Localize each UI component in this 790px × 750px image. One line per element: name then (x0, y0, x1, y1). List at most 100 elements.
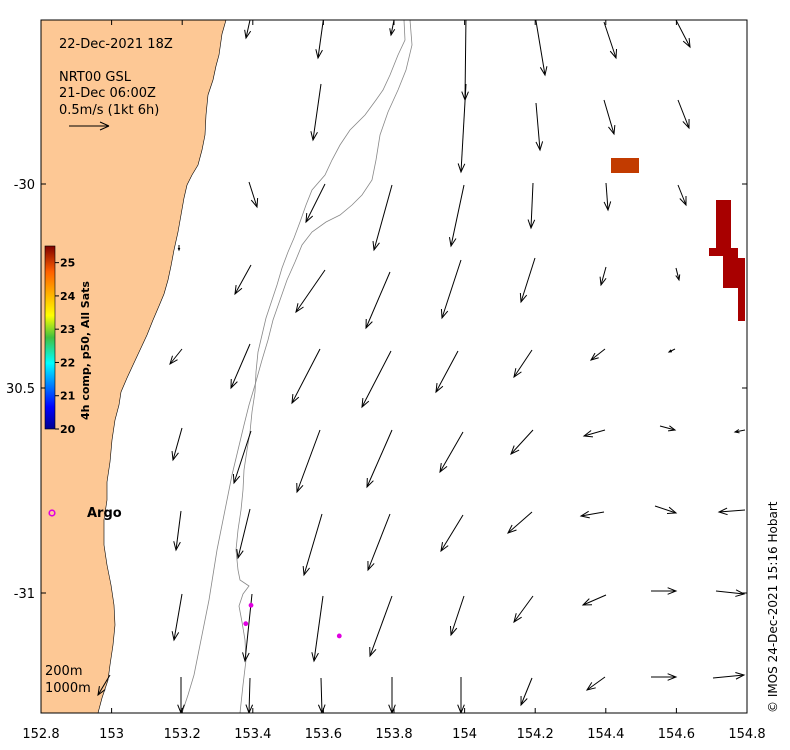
credit-text: © IMOS 24-Dec-2021 15:16 Hobart (766, 501, 780, 713)
colorbar-ticks: 25 24 23 22 21 20 (55, 257, 76, 436)
current-arrow (535, 102, 544, 152)
current-arrow (667, 348, 676, 353)
current-arrow (296, 429, 321, 494)
current-arrow (234, 264, 252, 296)
current-arrow (310, 83, 322, 142)
current-arrow (599, 266, 607, 287)
x-tick-label: 153 (99, 727, 124, 742)
current-arrow (302, 513, 323, 577)
argo-legend-marker (48, 509, 56, 517)
current-arrow (244, 20, 252, 40)
argo-float-marker (243, 621, 249, 627)
current-arrow (97, 674, 111, 697)
map-date: 22-Dec-2021 18Z (59, 37, 173, 52)
current-arrow (248, 181, 259, 209)
current-arrow (513, 595, 534, 624)
current-arrow (677, 99, 690, 130)
current-arrow (295, 269, 326, 314)
current-arrow (361, 350, 392, 409)
colorbar-tick-label: 22 (60, 356, 75, 369)
current-arrow (435, 350, 459, 394)
colorbar (44, 245, 56, 430)
current-arrow (230, 343, 251, 390)
y-axis: -30 30.5 -31 (6, 178, 747, 602)
x-tick-label: 154.6 (658, 727, 695, 742)
current-arrow (603, 182, 612, 212)
current-arrow (712, 672, 746, 680)
current-arrow (236, 508, 251, 560)
y-tick-label: -30 (14, 178, 35, 193)
current-arrow (651, 587, 678, 595)
current-arrow (519, 257, 536, 304)
current-arrow (365, 271, 391, 330)
argo-float-marker (336, 633, 342, 639)
current-arrow (177, 677, 185, 713)
land-mass (41, 20, 227, 713)
x-tick-label: 154.8 (728, 727, 765, 742)
current-arrow (245, 677, 254, 713)
current-arrow (589, 348, 606, 361)
x-tick-label: 154.4 (587, 727, 624, 742)
colorbar-tick-label: 25 (60, 257, 75, 270)
current-arrow (603, 99, 616, 136)
contour-200m (235, 20, 406, 713)
x-tick-label: 154 (452, 727, 477, 742)
x-tick-label: 153.2 (164, 727, 201, 742)
current-arrow (448, 184, 465, 248)
current-arrow (449, 595, 465, 637)
current-arrow (675, 267, 681, 282)
current-arrow (715, 589, 746, 597)
sst-patch (611, 158, 639, 173)
current-arrow (457, 83, 467, 174)
current-arrow (659, 425, 677, 432)
current-arrow (651, 673, 678, 681)
current-arrow (232, 430, 252, 485)
colorbar-tick-label: 20 (60, 423, 76, 436)
current-arrow (582, 429, 606, 438)
product-name: NRT00 GSL (59, 70, 132, 85)
colorbar-tick-label: 24 (60, 290, 76, 303)
current-arrow (173, 510, 182, 552)
current-arrow (717, 507, 746, 516)
contour-1000m-label: 1000m (45, 681, 91, 696)
x-tick-label: 153.4 (234, 727, 271, 742)
current-arrow (366, 429, 393, 489)
current-arrow (177, 245, 181, 252)
current-arrow (369, 595, 393, 658)
x-tick-label: 153.8 (375, 727, 412, 742)
current-arrow (654, 505, 678, 515)
y-tick-label: 30.5 (6, 382, 35, 397)
colorbar-label: 4h comp, p50, All Sats (79, 281, 92, 420)
current-arrow (440, 514, 464, 553)
current-arrow (367, 513, 391, 572)
x-tick-label: 152.8 (22, 727, 59, 742)
current-arrow (677, 184, 687, 207)
y-tick-label: -31 (14, 587, 35, 602)
contour-1000m (181, 20, 413, 713)
current-arrow (372, 184, 393, 252)
colorbar-tick-label: 21 (60, 390, 75, 403)
current-arrow (171, 427, 183, 462)
current-arrow (311, 595, 324, 663)
current-arrow (520, 677, 533, 707)
x-tick-label: 153.6 (305, 727, 342, 742)
sst-patch-east (709, 200, 745, 321)
current-arrow (305, 183, 326, 224)
current-arrow (439, 431, 464, 474)
current-arrow (510, 429, 534, 455)
argo-float-marker (248, 602, 254, 608)
current-arrow (603, 21, 618, 60)
current-arrow (291, 348, 321, 405)
current-arrow (457, 677, 465, 713)
x-axis: 152.8 153 153.2 153.4 153.6 153.8 154 154.2 154.… (22, 20, 766, 742)
current-arrow (317, 677, 326, 713)
argo-legend-label: Argo (87, 506, 122, 521)
colorbar-tick-label: 23 (60, 323, 75, 336)
scale-arrow (69, 121, 110, 131)
current-arrow (581, 594, 607, 606)
current-arrow (579, 510, 605, 519)
current-arrow (440, 259, 462, 320)
current-arrow (535, 20, 548, 77)
current-arrow (527, 182, 536, 230)
